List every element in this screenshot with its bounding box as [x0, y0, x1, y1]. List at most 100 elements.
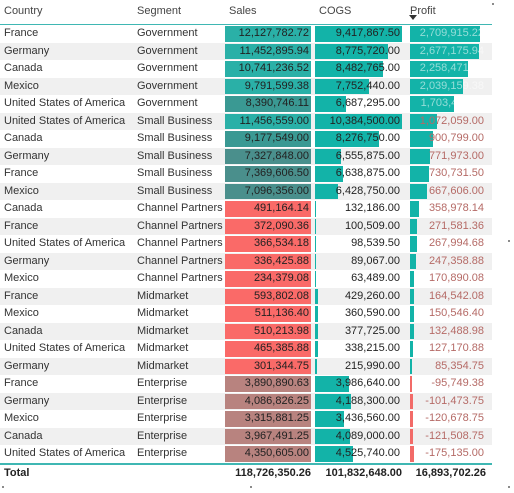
country-cell: France: [4, 167, 39, 179]
cogs-data-bar: [315, 446, 354, 462]
sales-value: 465,385.88: [253, 342, 309, 354]
sort-descending-icon[interactable]: [409, 15, 417, 20]
sales-cell: 336,425.88: [225, 253, 311, 271]
cogs-value: 63,489.00: [351, 272, 400, 284]
table-row[interactable]: United States of America Midmarket 465,385…: [0, 340, 492, 358]
header-country[interactable]: Country: [4, 5, 43, 17]
profit-cell: -121,508.75: [410, 428, 486, 446]
cogs-data-bar: [315, 96, 347, 112]
sales-value: 3,890,890.63: [244, 377, 309, 389]
table-row[interactable]: Mexico Government 9,791,599.38 7,752,440.00…: [0, 77, 492, 95]
segment-cell: Government: [137, 79, 198, 92]
cogs-cell: 6,638,875.00: [315, 165, 402, 183]
sales-value: 3,315,881.25: [244, 412, 309, 424]
profit-value: 1,703,451.11: [420, 97, 484, 109]
resize-handle[interactable]: [492, 3, 494, 5]
profit-value: -175,135.00: [425, 447, 484, 459]
profit-cell: -101,473.75: [410, 393, 486, 411]
profit-data-bar: [410, 393, 413, 409]
matrix-visual: Country Segment Sales COGS Profit France…: [0, 5, 492, 479]
header-cogs[interactable]: COGS: [319, 5, 352, 17]
country-cell: Canada: [4, 429, 43, 442]
country-cell: Mexico: [4, 79, 39, 92]
cogs-value: 8,775,720.00: [335, 44, 400, 57]
profit-value: -101,473.75: [425, 394, 484, 407]
table-row[interactable]: Canada Small Business 9,177,549.00 8,276,75…: [0, 130, 492, 148]
profit-data-bar: [410, 306, 414, 322]
country-cell: Canada: [4, 132, 43, 144]
total-sales: 118,726,350.26: [235, 467, 311, 479]
sales-cell: 7,369,606.50: [225, 165, 311, 183]
country-cell: France: [4, 27, 39, 39]
total-cogs: 101,832,648.00: [325, 467, 402, 479]
cogs-data-bar: [315, 43, 389, 59]
profit-cell: -175,135.00: [410, 445, 486, 463]
sales-background: [225, 166, 311, 182]
table-row[interactable]: Mexico Channel Partners 234,379.08 63,489.0…: [0, 270, 492, 288]
country-cell: Germany: [4, 254, 50, 267]
profit-value: 170,890.08: [428, 272, 484, 284]
header-sales[interactable]: Sales: [229, 5, 257, 17]
table-row[interactable]: Germany Enterprise 4,086,826.25 4,188,300.0…: [0, 392, 492, 411]
sales-background: [225, 113, 311, 129]
resize-handle[interactable]: [508, 240, 510, 242]
sales-background: [225, 288, 311, 304]
profit-value: 730,731.50: [428, 167, 484, 179]
cogs-cell: 360,590.00: [315, 305, 402, 323]
table-row[interactable]: United States of America Government 8,390,…: [0, 95, 492, 113]
cogs-cell: 4,188,300.00: [315, 393, 402, 411]
profit-value: 2,039,159.38: [419, 79, 484, 92]
table-row[interactable]: France Midmarket 593,802.08 429,260.00 164,5…: [0, 287, 492, 306]
resize-handle[interactable]: [2, 486, 4, 488]
table-row[interactable]: France Small Business 7,369,606.50 6,638,87…: [0, 165, 492, 183]
table-row[interactable]: Canada Government 10,741,236.52 8,482,765.0…: [0, 60, 492, 78]
sales-value: 4,350,605.00: [244, 447, 309, 459]
sales-cell: 4,086,826.25: [225, 393, 311, 411]
profit-value: -95,749.38: [431, 377, 484, 389]
cogs-data-bar: [315, 148, 342, 164]
table-row[interactable]: United States of America Channel Partners…: [0, 235, 492, 253]
sales-background: [225, 131, 311, 147]
profit-cell: 164,542.08: [410, 288, 486, 306]
sales-value: 510,213.98: [253, 324, 309, 337]
sales-cell: 9,177,549.00: [225, 130, 311, 148]
header-segment[interactable]: Segment: [137, 5, 182, 17]
profit-data-bar: [410, 323, 414, 339]
profit-cell: 730,731.50: [410, 165, 486, 183]
profit-value: 132,488.98: [428, 324, 484, 337]
segment-cell: Government: [137, 62, 198, 74]
country-cell: United States of America: [4, 447, 126, 459]
cogs-cell: 3,436,560.00: [315, 410, 402, 428]
segment-cell: Small Business: [137, 184, 213, 197]
table-row[interactable]: Canada Midmarket 510,213.98 377,725.00 132,4…: [0, 322, 492, 340]
table-row[interactable]: Germany Channel Partners 336,425.88 89,067.…: [0, 252, 492, 271]
resize-handle[interactable]: [508, 486, 510, 488]
cogs-value: 98,539.50: [351, 237, 400, 249]
table-row[interactable]: United States of America Small Business 11…: [0, 112, 492, 130]
table-row[interactable]: Germany Government 11,452,895.94 8,775,720.…: [0, 42, 492, 60]
table-row[interactable]: United States of America Enterprise 4,350,…: [0, 445, 492, 463]
country-cell: United States of America: [4, 342, 126, 354]
table-row[interactable]: Canada Channel Partners 491,164.14 132,186.…: [0, 200, 492, 218]
table-row[interactable]: Mexico Enterprise 3,315,881.25 3,436,560.00…: [0, 410, 492, 428]
header-profit[interactable]: Profit: [410, 5, 436, 17]
cogs-value: 9,417,867.50: [335, 27, 400, 39]
table-row[interactable]: France Enterprise 3,890,890.63 3,986,640.00…: [0, 375, 492, 393]
table-row[interactable]: Canada Enterprise 3,967,491.25 4,089,000.00…: [0, 427, 492, 446]
profit-data-bar: [410, 411, 413, 427]
table-row[interactable]: France Channel Partners 372,090.36 100,509.…: [0, 217, 492, 235]
profit-cell: 247,358.88: [410, 253, 486, 271]
profit-data-bar: [410, 148, 431, 164]
sales-value: 10,741,236.52: [238, 62, 309, 74]
table-row[interactable]: Germany Small Business 7,327,848.00 6,555,8…: [0, 147, 492, 165]
profit-data-bar: [410, 288, 415, 304]
table-row[interactable]: France Government 12,127,782.72 9,417,867.5…: [0, 25, 492, 43]
profit-value: 667,606.00: [428, 184, 484, 197]
sales-value: 12,127,782.72: [238, 27, 309, 39]
table-row[interactable]: Germany Midmarket 301,344.75 215,990.00 85,3…: [0, 357, 492, 375]
table-row[interactable]: Mexico Midmarket 511,136.40 360,590.00 150,5…: [0, 305, 492, 323]
sales-background: [225, 78, 311, 94]
table-row[interactable]: Mexico Small Business 7,096,356.00 6,428,75…: [0, 182, 492, 200]
cogs-cell: 4,525,740.00: [315, 445, 402, 463]
resize-handle[interactable]: [250, 486, 252, 488]
